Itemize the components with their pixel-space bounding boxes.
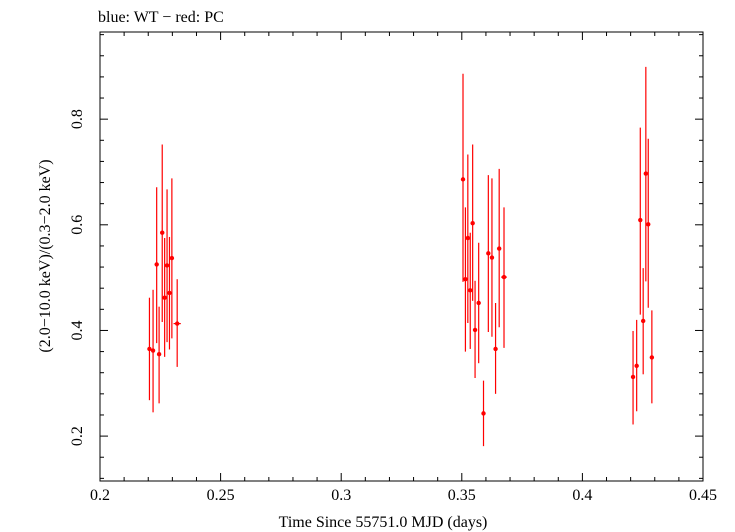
point-marker [174, 321, 180, 326]
point-marker [649, 355, 655, 360]
data-point [167, 236, 172, 350]
data-point [476, 242, 481, 364]
data-point [460, 73, 466, 282]
data-point [150, 289, 156, 413]
x-tick-label: 0.25 [207, 487, 235, 504]
data-point [649, 310, 655, 404]
point-marker [167, 290, 172, 296]
y-tick-label: 0.2 [69, 426, 86, 446]
point-marker [630, 374, 636, 380]
point-marker [472, 327, 478, 333]
y-axis-label: (2.0−10.0 keV)/(0.3−2.0 keV) [37, 159, 54, 352]
point-marker [486, 251, 491, 256]
data-point [634, 319, 639, 412]
data-point [501, 207, 507, 348]
x-tick-label: 0.3 [331, 487, 351, 504]
y-axis: 0.2 0.4 0.6 0.8 [69, 34, 703, 479]
point-marker [169, 255, 175, 261]
point-marker [156, 352, 162, 357]
point-marker [638, 217, 643, 223]
point-marker [463, 277, 468, 282]
data-point [169, 178, 175, 339]
point-marker [496, 246, 502, 251]
x-axis-label: Time Since 55751.0 MJD (days) [279, 514, 488, 531]
point-marker [150, 348, 156, 353]
chart-title: blue: WT − red: PC [98, 9, 224, 26]
y-tick-label: 0.4 [69, 320, 86, 340]
data-point [496, 168, 502, 328]
point-marker [160, 230, 165, 235]
point-marker [481, 411, 486, 416]
data-point [154, 187, 159, 344]
x-tick-label: 0.45 [689, 487, 717, 504]
data-point [493, 302, 498, 394]
point-marker [465, 235, 471, 241]
y-tick-label: 0.6 [69, 215, 86, 235]
data-point [465, 154, 471, 324]
point-marker [147, 346, 152, 352]
plot-frame [99, 31, 704, 482]
data-point [630, 330, 636, 425]
data-point [468, 232, 473, 349]
data-point [463, 207, 468, 352]
point-marker [489, 255, 495, 260]
x-tick-label: 0.2 [90, 487, 110, 504]
data-point [162, 238, 167, 357]
point-marker [468, 288, 473, 293]
point-marker [164, 263, 170, 268]
x-tick-label: 0.4 [572, 487, 592, 504]
data-point [638, 127, 643, 315]
data-point [147, 297, 152, 401]
x-tick-label: 0.35 [448, 487, 476, 504]
y-tick-label: 0.8 [69, 109, 86, 129]
point-marker [476, 300, 481, 306]
point-marker [643, 171, 649, 176]
data-point [164, 189, 170, 343]
data-point [640, 268, 646, 375]
point-marker [640, 318, 646, 324]
point-marker [501, 274, 507, 280]
point-marker [460, 177, 466, 182]
data-point [489, 178, 495, 337]
data-point [470, 144, 475, 301]
data-point [156, 306, 162, 404]
data-point [472, 280, 478, 378]
point-marker [634, 363, 639, 369]
point-marker [493, 346, 498, 352]
data-series [147, 66, 655, 447]
point-marker [646, 222, 651, 227]
point-marker [470, 221, 475, 226]
data-point [643, 66, 649, 282]
point-marker [162, 295, 167, 300]
data-point [486, 175, 491, 333]
point-marker [154, 262, 159, 267]
data-point [173, 279, 181, 367]
data-point [160, 144, 165, 323]
x-axis: 0.2 0.25 0.3 0.35 0.4 0.45 [90, 32, 717, 504]
data-point [481, 380, 486, 447]
data-point [646, 138, 651, 308]
